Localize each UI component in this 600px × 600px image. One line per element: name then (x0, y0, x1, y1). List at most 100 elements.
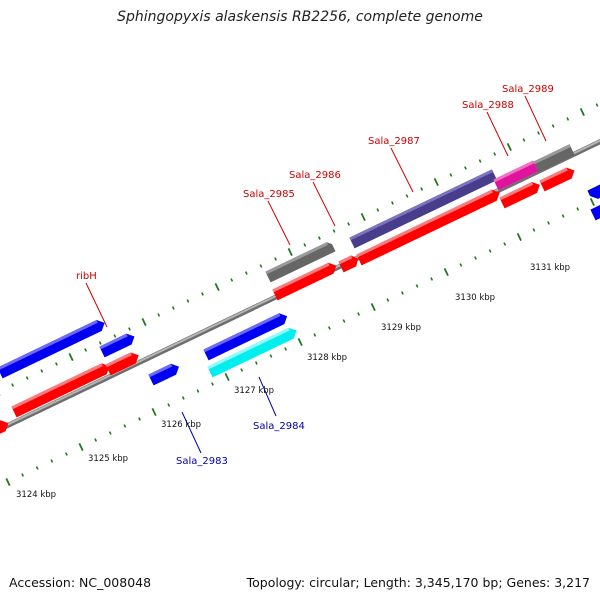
tick-major (360, 213, 366, 221)
kbp-label-3126: 3126 kbp (161, 420, 201, 430)
tick-minor (488, 249, 492, 253)
tick-minor (274, 257, 277, 261)
tick-minor (269, 354, 273, 358)
tick-minor (566, 117, 570, 121)
tick-minor (464, 166, 467, 170)
tick-minor (532, 228, 536, 232)
tick-minor (386, 298, 390, 302)
gene-blue-left-large[interactable] (0, 317, 107, 379)
tick-minor (347, 222, 351, 226)
tick-minor (171, 306, 175, 310)
gene-sala-2983[interactable] (148, 361, 181, 386)
tick-minor (196, 389, 200, 393)
tick-minor (40, 369, 44, 373)
tick-major (151, 408, 157, 416)
tick-major (589, 198, 595, 206)
tick-major (224, 373, 230, 381)
tick-minor (98, 341, 102, 345)
outer-tick-track (0, 103, 599, 396)
gene-red-left-edge[interactable] (0, 418, 11, 436)
tick-minor (138, 417, 141, 421)
tick-minor (94, 438, 98, 442)
tick-minor (254, 361, 258, 365)
tick-minor (459, 263, 463, 267)
tick-minor (415, 284, 419, 288)
tick-major (516, 233, 522, 241)
tick-minor (332, 229, 336, 233)
tick-minor (551, 124, 555, 128)
tick-minor (391, 201, 394, 205)
tick-minor (55, 362, 58, 366)
gene-sala-2988[interactable] (493, 160, 539, 191)
tick-minor (420, 187, 424, 191)
tick-minor (376, 208, 380, 212)
gene-sala-2986[interactable] (338, 253, 360, 273)
tick-minor (35, 466, 39, 470)
tick-major (78, 443, 84, 451)
tick-minor (157, 313, 161, 317)
tick-minor (405, 194, 409, 198)
gene-sala-2984[interactable] (207, 325, 299, 378)
tick-minor (537, 131, 540, 135)
tick-minor (430, 277, 434, 281)
kbp-label-3129: 3129 kbp (381, 323, 421, 333)
tick-minor (186, 299, 190, 303)
tick-minor (313, 333, 317, 337)
gene-red-below-2985[interactable] (272, 260, 339, 301)
tick-minor (284, 347, 287, 351)
gene-label-sala-2985: Sala_2985 (243, 189, 295, 200)
tick-minor (21, 473, 25, 477)
gene-blue-right-edge-bottom[interactable] (590, 200, 600, 221)
topology-text: Topology: circular; Length: 3,345,170 bp… (246, 575, 590, 590)
tick-minor (65, 452, 68, 456)
gene-label-sala-2989: Sala_2989 (502, 84, 554, 95)
kbp-label-3131: 3131 kbp (530, 263, 570, 273)
tick-minor (211, 382, 214, 386)
tick-minor (576, 207, 580, 211)
tick-minor (201, 292, 204, 296)
kbp-label-3130: 3130 kbp (455, 293, 495, 303)
inner-tick-track (5, 198, 595, 486)
gene-red-below-2987[interactable] (356, 187, 502, 266)
gene-red-below-2989[interactable] (539, 165, 577, 192)
tick-major (297, 338, 303, 346)
tick-minor (357, 312, 361, 316)
genome-title: Sphingopyxis alaskensis RB2256, complete… (117, 9, 483, 25)
tick-major (214, 283, 220, 291)
gene-red-left-small[interactable] (105, 350, 141, 376)
tick-major (506, 143, 512, 151)
tick-minor (181, 396, 185, 400)
tick-minor (327, 326, 331, 330)
tick-minor (113, 334, 117, 338)
tick-minor (474, 256, 477, 260)
tick-minor (123, 424, 127, 428)
tick-minor (547, 221, 550, 225)
tick-minor (259, 264, 263, 268)
tick-major (433, 178, 439, 186)
tick-minor (84, 348, 88, 352)
tick-minor (128, 327, 131, 331)
gene-sala-2987[interactable] (349, 169, 498, 249)
gene-label-sala-2986: Sala_2986 (289, 170, 341, 181)
gene-labels: ribH Sala_2985 Sala_2986 Sala_2987 Sala_… (76, 84, 554, 467)
kbp-label-3128: 3128 kbp (307, 353, 347, 363)
tick-major (5, 478, 11, 486)
gene-label-sala-2984: Sala_2984 (253, 421, 305, 432)
gene-sala-2989[interactable] (533, 144, 575, 173)
gene-red-below-2988[interactable] (499, 179, 542, 209)
gene-blue-right-edge-top[interactable] (587, 181, 600, 201)
tick-major (287, 248, 293, 256)
gene-sala-2985[interactable] (265, 240, 336, 283)
tick-minor (317, 236, 321, 240)
tick-minor (11, 383, 15, 387)
tick-minor (449, 173, 453, 177)
gene-blue-ribH[interactable] (99, 331, 137, 358)
tick-minor (230, 278, 234, 282)
kbp-label-3125: 3125 kbp (88, 454, 128, 464)
gene-blue-middle[interactable] (203, 311, 289, 361)
tick-major (443, 268, 449, 276)
gene-red-left-large[interactable] (11, 361, 112, 418)
tick-minor (342, 319, 346, 323)
tick-major (68, 353, 74, 361)
